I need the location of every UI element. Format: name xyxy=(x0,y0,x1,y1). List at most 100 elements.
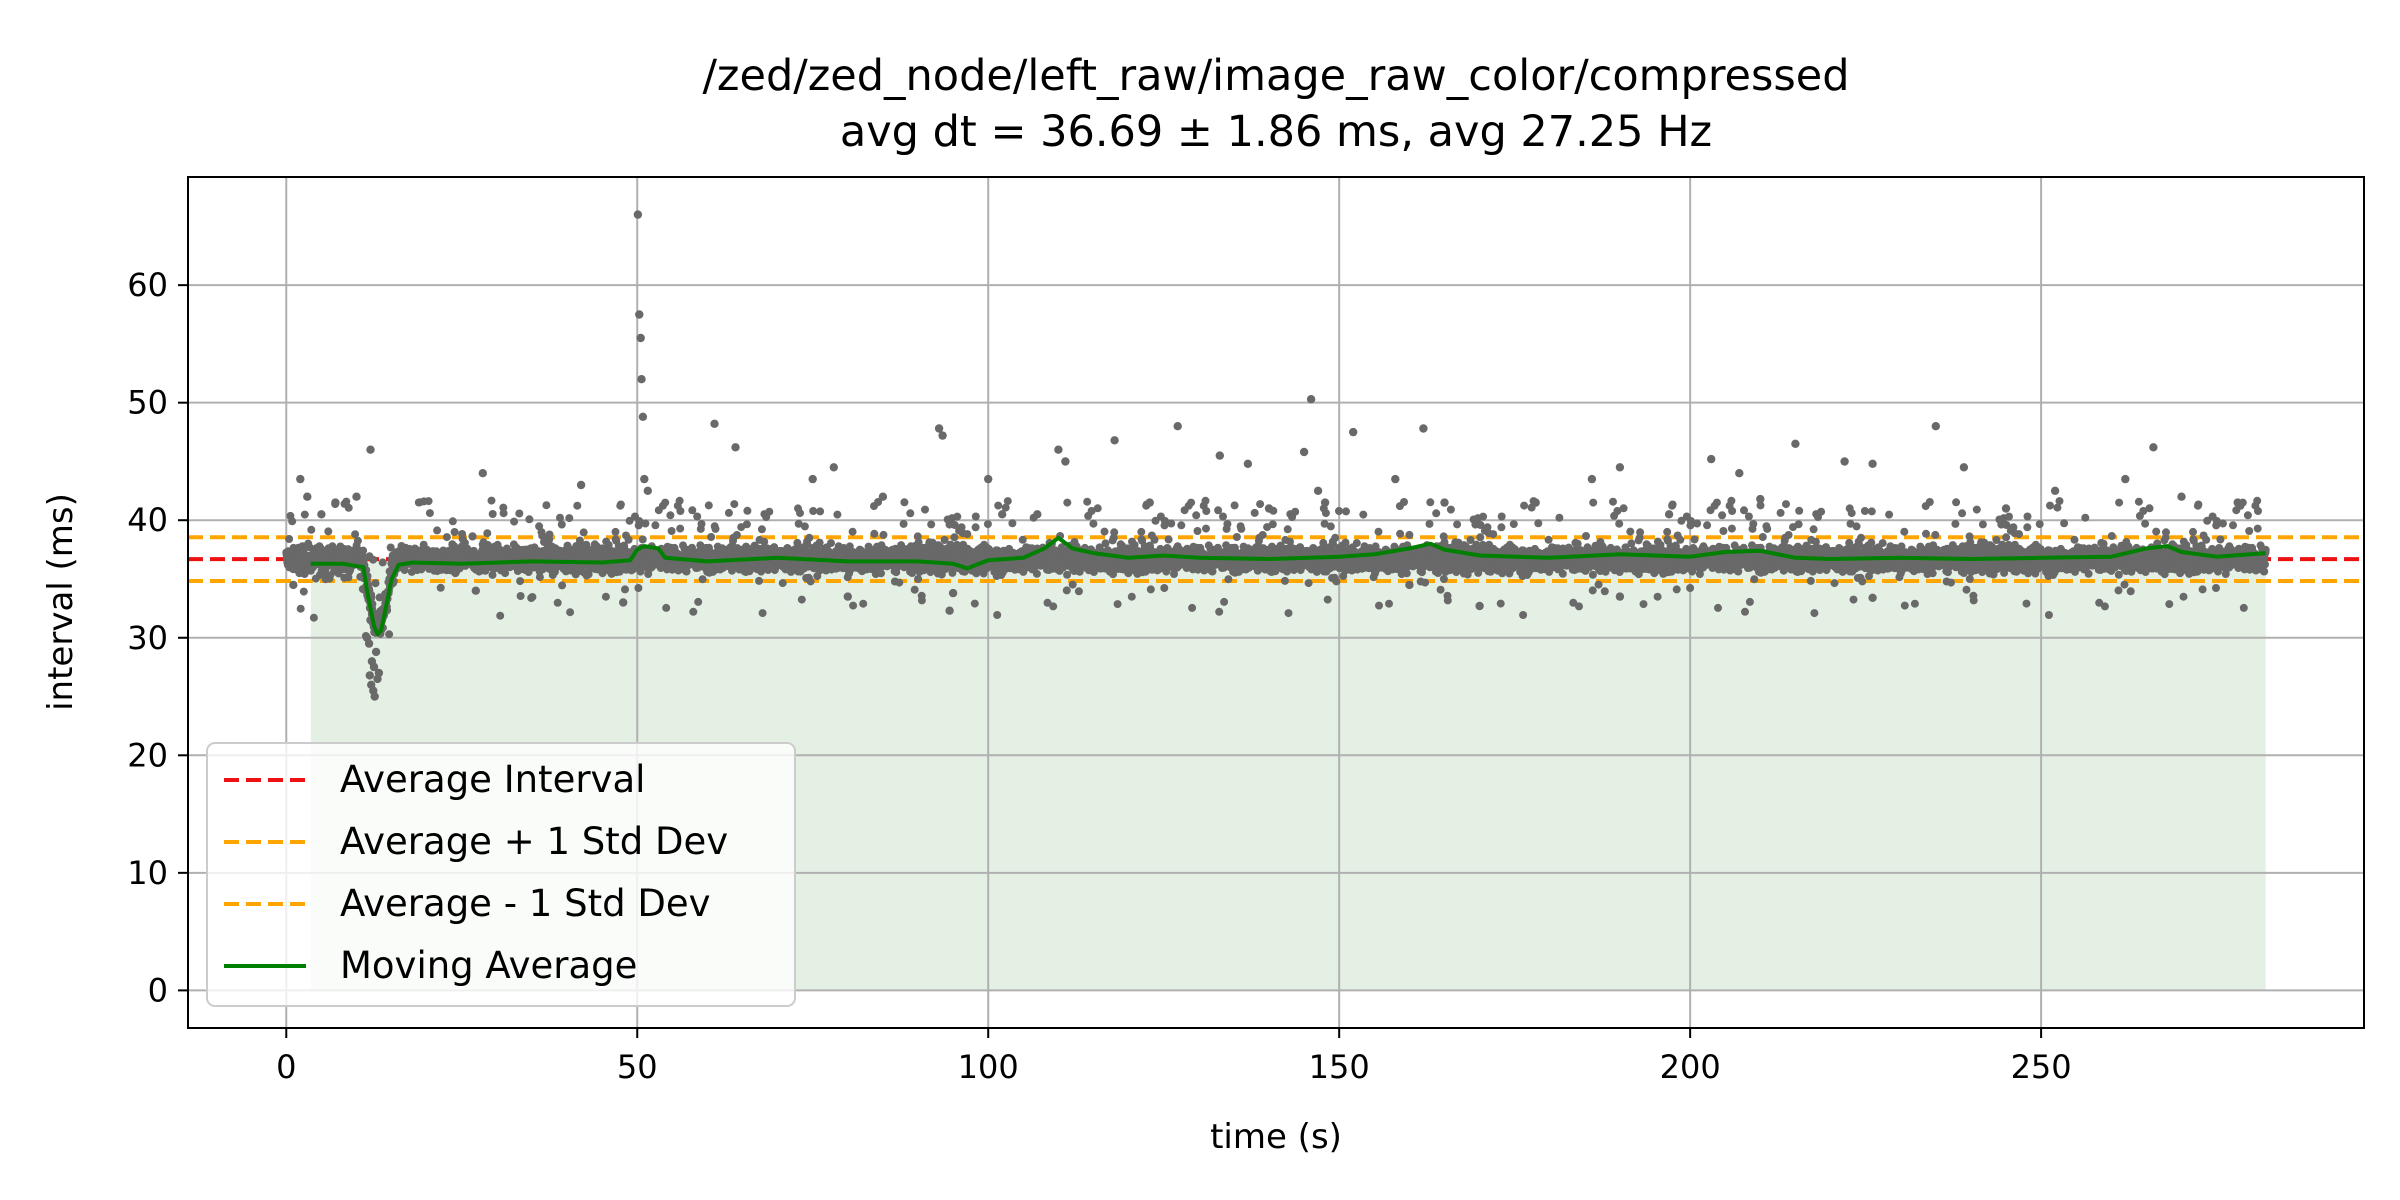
scatter-point xyxy=(425,509,434,518)
scatter-point xyxy=(573,501,582,510)
scatter-point xyxy=(994,501,1003,510)
scatter-point xyxy=(697,520,706,528)
scatter-point xyxy=(661,498,670,507)
scatter-point xyxy=(724,508,733,517)
scatter-point xyxy=(870,529,879,538)
scatter-point xyxy=(499,509,508,518)
scatter-point xyxy=(1326,522,1335,531)
scatter-point xyxy=(566,608,575,617)
scatter-point xyxy=(535,573,544,582)
scatter-point xyxy=(1008,519,1017,528)
scatter-point xyxy=(1489,530,1498,539)
scatter-point xyxy=(565,514,574,523)
scatter-point xyxy=(448,517,457,526)
scatter-point xyxy=(488,510,497,518)
scatter-point xyxy=(285,535,294,543)
scatter-point xyxy=(1068,580,1077,589)
scatter-point xyxy=(676,524,685,533)
scatter-point xyxy=(288,517,297,526)
scatter-point xyxy=(324,527,333,536)
scatter-point xyxy=(369,555,378,564)
scatter-point xyxy=(634,584,643,592)
scatter-point xyxy=(1520,501,1529,510)
scatter-point xyxy=(755,576,763,585)
scatter-point xyxy=(501,569,510,578)
scatter-point xyxy=(1555,513,1564,522)
scatter-point xyxy=(1201,496,1210,505)
scatter-point xyxy=(900,498,909,507)
scatter-point xyxy=(344,503,353,512)
scatter-point xyxy=(351,530,360,539)
scatter-point xyxy=(1291,507,1300,516)
scatter-point xyxy=(442,533,451,542)
scatter-point xyxy=(1321,509,1330,518)
scatter-point xyxy=(538,531,547,540)
scatter-point xyxy=(757,525,766,534)
scatter-point xyxy=(516,592,525,600)
scatter-point xyxy=(575,536,584,545)
scatter-point xyxy=(433,526,442,535)
scatter-point xyxy=(698,575,707,584)
scatter-point xyxy=(1192,511,1201,520)
scatter-point xyxy=(542,501,551,510)
scatter-point xyxy=(1509,520,1518,529)
scatter-point xyxy=(436,583,445,592)
scatter-point xyxy=(1359,510,1368,519)
scatter-point xyxy=(638,535,647,544)
scatter-point xyxy=(1256,500,1265,509)
scatter-point xyxy=(906,509,915,518)
scatter-point xyxy=(386,543,395,552)
scatter-point xyxy=(859,599,868,608)
scatter-point xyxy=(1018,535,1027,544)
scatter-point xyxy=(1202,507,1211,515)
scatter-point xyxy=(528,593,537,601)
scatter-point xyxy=(1396,529,1405,538)
scatter-point xyxy=(971,512,980,521)
scatter-point xyxy=(483,529,492,538)
scatter-point xyxy=(806,577,815,586)
scatter-point xyxy=(1202,524,1210,533)
scatter-point xyxy=(1476,533,1485,542)
scatter-point xyxy=(1167,519,1176,528)
scatter-point xyxy=(1400,498,1408,506)
scatter-point xyxy=(424,497,433,506)
scatter-point xyxy=(927,520,936,529)
scatter-point xyxy=(641,519,650,528)
scatter-point xyxy=(553,598,562,607)
scatter-point xyxy=(765,507,774,516)
scatter-point xyxy=(487,496,496,505)
scatter-point xyxy=(1100,527,1109,536)
scatter-point xyxy=(1331,533,1340,542)
scatter-point xyxy=(1385,599,1393,608)
scatter-point xyxy=(307,525,316,534)
scatter-point xyxy=(877,569,885,578)
scatter-point xyxy=(515,509,524,518)
scatter-point xyxy=(450,528,459,536)
scatter-point xyxy=(1519,611,1528,619)
scatter-point xyxy=(1063,498,1072,507)
scatter-point xyxy=(800,522,809,531)
scatter-point xyxy=(1496,599,1505,608)
scatter-point xyxy=(545,530,554,539)
scatter-point xyxy=(371,579,380,588)
scatter-point xyxy=(666,511,675,520)
scatter-point xyxy=(1089,519,1098,528)
scatter-point xyxy=(1193,527,1202,535)
scatter-point xyxy=(1335,507,1343,515)
scatter-point xyxy=(1101,539,1110,548)
scatter-point xyxy=(899,519,908,528)
scatter-point xyxy=(1074,587,1083,596)
scatter-point xyxy=(914,575,923,583)
scatter-point xyxy=(1137,527,1146,536)
scatter-point xyxy=(616,500,625,509)
scatter-point xyxy=(611,527,620,536)
scatter-point xyxy=(971,523,980,532)
scatter-point xyxy=(1003,497,1012,506)
scatter-point xyxy=(805,533,814,542)
scatter-point xyxy=(1258,531,1267,539)
scatter-point xyxy=(1220,597,1229,606)
scatter-point xyxy=(1425,519,1434,528)
scatter-point xyxy=(1093,504,1102,513)
